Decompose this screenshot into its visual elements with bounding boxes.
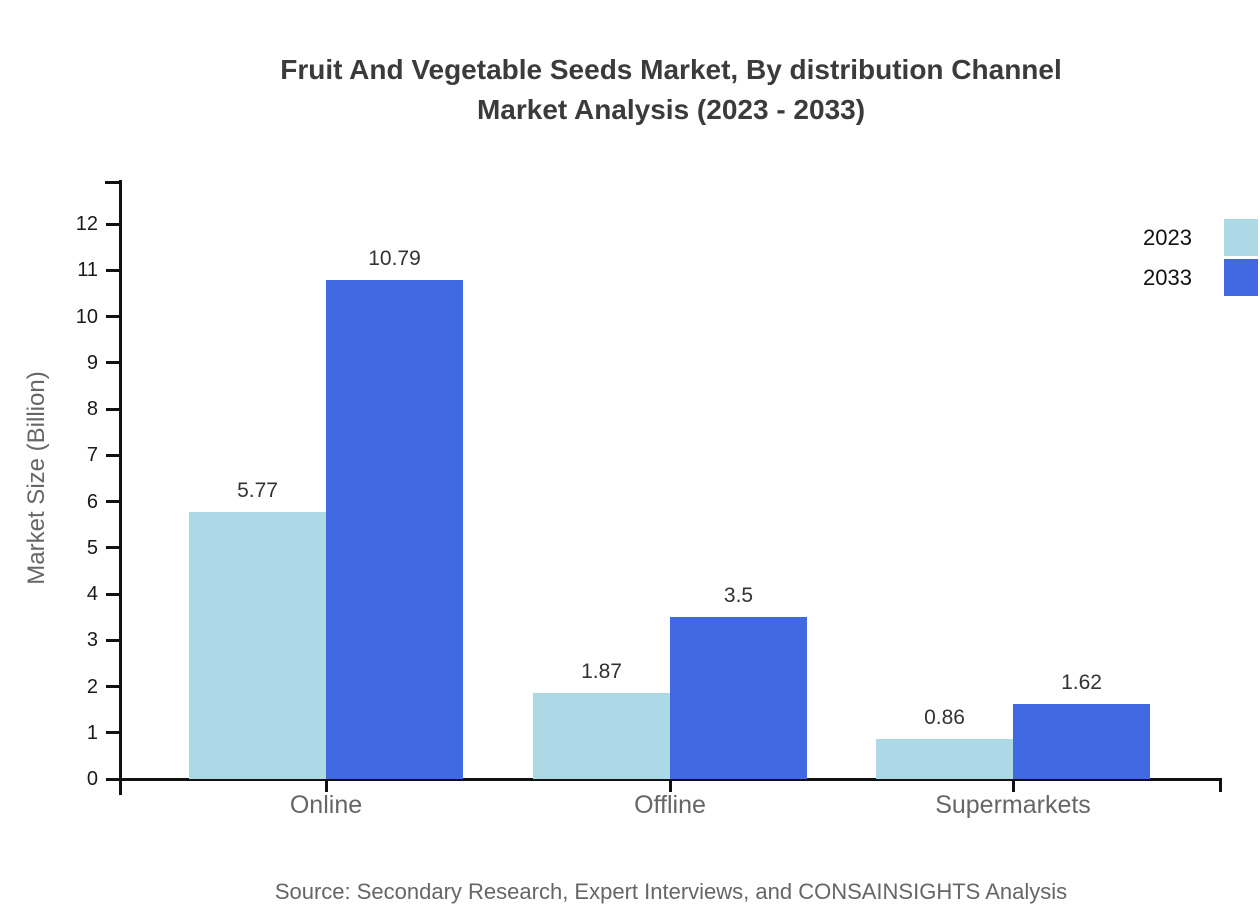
- y-tick-label: 3: [86, 629, 98, 652]
- y-tick: [106, 638, 120, 642]
- source-note: Source: Secondary Research, Expert Inter…: [274, 879, 1068, 904]
- bar-2023-supermarkets: [876, 739, 1013, 779]
- bar-2033-online: [326, 279, 463, 779]
- y-tick-label: 10: [75, 305, 98, 328]
- legend-item-2033: 2033: [1143, 259, 1258, 296]
- x-axis-label-supermarkets: Supermarkets: [935, 791, 1091, 819]
- y-tick-label: 0: [86, 768, 98, 790]
- y-tick: [106, 546, 120, 550]
- y-tick: [106, 268, 120, 272]
- y-axis-title: Market Size (Billion): [23, 371, 50, 585]
- y-tick: [106, 222, 120, 226]
- value-label-2023-supermarkets: 0.86: [924, 706, 965, 730]
- legend-label-2033: 2033: [1143, 264, 1192, 290]
- bar-2023-online: [189, 512, 326, 779]
- x-tick: [668, 780, 672, 792]
- x-axis-label-online: Online: [289, 791, 363, 819]
- y-tick-label: 5: [86, 536, 98, 559]
- y-axis-line: [118, 180, 122, 795]
- y-tick: [106, 685, 120, 688]
- bar-2023-offline: [533, 692, 670, 779]
- chart-title-line-1: Fruit And Vegetable Seeds Market, By dis…: [280, 54, 1062, 85]
- bar-2033-offline: [670, 617, 807, 779]
- y-tick: [106, 453, 120, 457]
- legend-swatch-2033: [1224, 259, 1258, 296]
- bar-2033-supermarkets: [1013, 704, 1150, 779]
- legend-label-2023: 2023: [1143, 224, 1192, 250]
- legend: 2023 2033: [1143, 219, 1258, 296]
- y-tick-label: 9: [86, 351, 98, 374]
- value-label-2033-offline: 3.5: [723, 584, 754, 608]
- y-tick-label: 4: [86, 583, 98, 605]
- y-tick-label: 12: [75, 213, 98, 235]
- chart-title: Fruit And Vegetable Seeds Market, By dis…: [120, 50, 1222, 130]
- y-tick-label: 8: [86, 398, 98, 420]
- y-tick: [106, 315, 120, 318]
- value-label-2023-offline: 1.87: [581, 659, 622, 683]
- y-tick-label: 11: [77, 259, 98, 282]
- x-axis-label-offline: Offline: [634, 791, 706, 819]
- y-tick: [106, 361, 120, 365]
- value-label-2033-online: 10.79: [368, 246, 421, 270]
- y-tick: [106, 500, 120, 503]
- y-axis-end-cap: [105, 181, 120, 184]
- x-tick: [324, 780, 328, 792]
- y-tick-label: 6: [86, 490, 98, 513]
- y-tick-label: 7: [86, 444, 98, 467]
- y-tick: [106, 407, 120, 411]
- value-label-2033-supermarkets: 1.62: [1061, 671, 1102, 695]
- chart-title-line-2: Market Analysis (2023 - 2033): [476, 94, 866, 125]
- y-tick: [106, 731, 120, 735]
- y-tick: [106, 777, 120, 781]
- legend-item-2023: 2023: [1143, 219, 1258, 256]
- x-axis-line: [106, 777, 1222, 781]
- y-tick-label: 2: [86, 675, 98, 698]
- x-axis-end-tick: [1219, 779, 1222, 792]
- y-tick-label: 1: [86, 721, 98, 744]
- legend-swatch-2023: [1224, 219, 1258, 256]
- y-tick: [106, 592, 120, 596]
- value-label-2023-online: 5.77: [237, 479, 278, 503]
- x-tick: [1011, 780, 1015, 792]
